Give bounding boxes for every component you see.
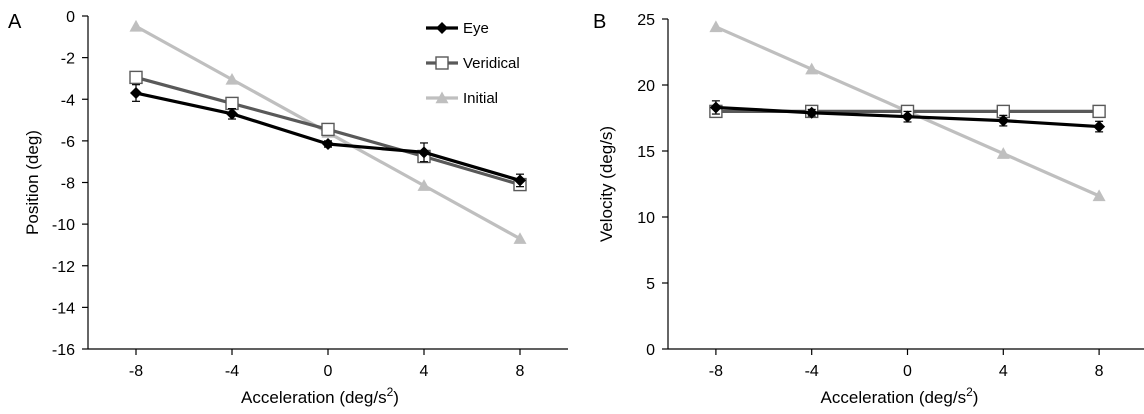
x-tick-label: 0: [903, 363, 912, 380]
y-tick-label: 0: [646, 342, 655, 359]
y-tick-label: 20: [637, 78, 655, 95]
legend-marker-veridical: [435, 56, 449, 70]
data-point-initial: [225, 72, 239, 85]
y-tick-label: -8: [61, 176, 75, 193]
data-point-initial: [996, 147, 1010, 159]
data-point-veridical: [225, 96, 239, 111]
data-point-initial: [1092, 189, 1106, 202]
panel-label: A: [8, 11, 22, 33]
x-axis-label: Acceleration (deg/s2): [241, 385, 399, 407]
y-tick-label: -12: [52, 259, 75, 276]
y-tick-label: -14: [52, 300, 75, 317]
x-tick-label: 8: [1095, 363, 1104, 380]
y-tick-label: -6: [61, 134, 75, 151]
chart-panel-a: A 0 -2 -4 -6 -8 -10 -12 -14 -16 -8 -4 0 4 8 Acceleratio…: [8, 9, 568, 407]
data-point-eye: [514, 174, 526, 187]
data-point-eye: [901, 110, 914, 123]
data-point-eye: [322, 137, 334, 150]
legend-label-initial: Initial: [463, 90, 498, 107]
legend-label-eye: Eye: [463, 20, 489, 37]
data-point-veridical: [129, 70, 143, 85]
data-point-initial: [129, 19, 143, 32]
y-tick-label: -2: [61, 51, 75, 68]
data-point-initial: [709, 20, 723, 33]
data-point-eye: [418, 146, 430, 159]
y-axis-label: Velocity (deg/s): [597, 126, 616, 242]
legend-marker-eye: [436, 22, 448, 34]
data-point-veridical: [321, 122, 335, 137]
data-point-eye: [805, 106, 818, 119]
y-tick-label: 10: [637, 210, 655, 227]
y-tick-label: -4: [61, 92, 75, 109]
x-tick-label: -8: [129, 363, 143, 380]
data-point-initial: [513, 232, 527, 244]
data-point-eye: [1093, 120, 1106, 133]
y-tick-label: 0: [66, 9, 75, 26]
x-tick-label: -4: [225, 363, 239, 380]
x-tick-label: 4: [999, 363, 1008, 380]
y-tick-label: 15: [637, 144, 655, 161]
panel-label: B: [593, 11, 606, 33]
legend: Eye Veridical Initial: [426, 20, 520, 107]
data-point-eye: [130, 87, 142, 100]
y-tick-label: -16: [52, 342, 75, 359]
y-tick-label: 5: [646, 276, 655, 293]
chart-panel-b: B 0 5 10 15 20 25 -8 -4 0 4 8 Acceleration (deg/s2) V…: [593, 11, 1144, 407]
x-tick-label: 0: [324, 363, 333, 380]
x-tick-label: 8: [516, 363, 525, 380]
legend-label-veridical: Veridical: [463, 55, 520, 72]
data-point-initial: [805, 62, 819, 75]
data-point-initial: [417, 179, 431, 191]
data-point-eye: [997, 114, 1010, 127]
data-point-eye: [709, 101, 722, 114]
data-point-eye: [226, 107, 238, 120]
y-axis-label: Position (deg): [23, 130, 42, 235]
x-tick-label: -8: [709, 363, 723, 380]
x-axis-label: Acceleration (deg/s2): [821, 385, 979, 407]
y-tick-label: -10: [52, 217, 75, 234]
data-point-veridical: [1092, 104, 1106, 119]
y-tick-label: 25: [637, 12, 655, 29]
legend-marker-initial: [435, 91, 449, 104]
x-tick-label: 4: [420, 363, 429, 380]
x-tick-label: -4: [805, 363, 819, 380]
